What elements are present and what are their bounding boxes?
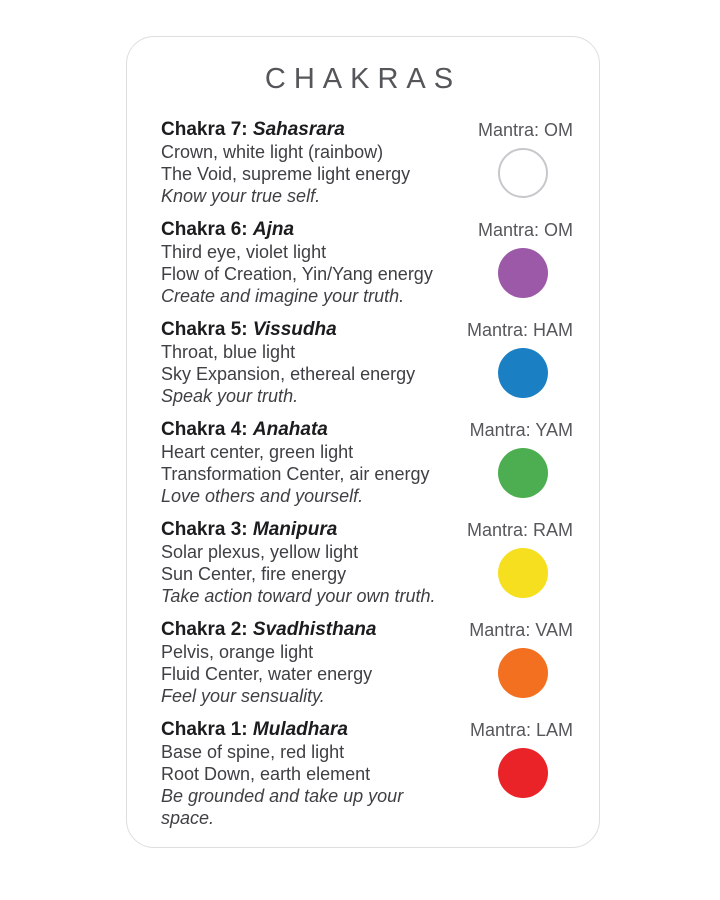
chakra-text-block: Chakra 7: Sahasrara Crown, white light (… (161, 119, 451, 207)
chakra-section-5: Chakra 5: Vissudha Throat, blue light Sk… (161, 319, 573, 407)
mantra-label: Mantra: OM (477, 120, 573, 140)
chakra-text-block: Chakra 5: Vissudha Throat, blue light Sk… (161, 319, 451, 407)
chakra-line: Third eye, violet light (161, 242, 327, 262)
mantra-label: Mantra: VAM (469, 620, 573, 640)
mantra-label: Mantra: HAM (466, 320, 573, 340)
chakra-section-1: Chakra 1: Muladhara Base of spine, red l… (161, 719, 573, 829)
chakra-name: Sahasrara (252, 119, 345, 140)
chakra-color-circle (498, 648, 548, 698)
chakra-color-circle (498, 148, 548, 198)
chakra-side-block: Mantra: OM (451, 119, 573, 198)
chakras-card: CHAKRAS Chakra 7: Sahasrara Crown, white… (126, 36, 600, 848)
chakra-line: Sun Center, fire energy (161, 564, 347, 584)
chakra-text-block: Chakra 1: Muladhara Base of spine, red l… (161, 719, 451, 829)
chakra-label: Chakra 3: (161, 519, 248, 540)
chakra-heading: Chakra 5: Vissudha (161, 319, 451, 341)
chakra-section-7: Chakra 7: Sahasrara Crown, white light (… (161, 119, 573, 207)
chakra-section-3: Chakra 3: Manipura Solar plexus, yellow … (161, 519, 573, 607)
chakra-color-circle (498, 348, 548, 398)
chakra-side-block: Mantra: RAM (451, 519, 573, 598)
chakra-side-block: Mantra: HAM (451, 319, 573, 398)
mantra-label: Mantra: LAM (469, 720, 573, 740)
chakra-heading: Chakra 6: Ajna (161, 219, 451, 241)
chakra-line: Heart center, green light (161, 442, 354, 462)
chakra-side-block: Mantra: OM (451, 219, 573, 298)
chakra-line: Fluid Center, water energy (161, 664, 373, 684)
chakra-heading: Chakra 4: Anahata (161, 419, 451, 441)
chakra-section-4: Chakra 4: Anahata Heart center, green li… (161, 419, 573, 507)
chakra-affirmation: Take action toward your own truth. (161, 586, 436, 606)
chakra-color-circle (498, 448, 548, 498)
chakra-affirmation: Speak your truth. (161, 386, 299, 406)
chakra-affirmation: Create and imagine your truth. (161, 286, 405, 306)
chakra-line: The Void, supreme light energy (161, 164, 411, 184)
chakra-text-block: Chakra 6: Ajna Third eye, violet light F… (161, 219, 451, 307)
chakra-line: Throat, blue light (161, 342, 296, 362)
chakra-affirmation: Feel your sensuality. (161, 686, 325, 706)
chakra-heading: Chakra 1: Muladhara (161, 719, 451, 741)
chakra-label: Chakra 2: (161, 619, 248, 640)
chakra-color-circle (498, 548, 548, 598)
mantra-label: Mantra: YAM (469, 420, 573, 440)
chakra-label: Chakra 4: (161, 419, 248, 440)
chakra-line: Crown, white light (rainbow) (161, 142, 384, 162)
chakra-name: Vissudha (252, 319, 337, 340)
chakra-name: Muladhara (252, 719, 348, 740)
chakra-heading: Chakra 2: Svadhisthana (161, 619, 451, 641)
chakra-line: Root Down, earth element (161, 764, 371, 784)
chakra-side-block: Mantra: LAM (451, 719, 573, 798)
chakra-heading: Chakra 7: Sahasrara (161, 119, 451, 141)
chakra-label: Chakra 6: (161, 219, 248, 240)
chakra-affirmation: Be grounded and take up your space. (161, 786, 404, 828)
chakra-side-block: Mantra: VAM (451, 619, 573, 698)
chakra-text-block: Chakra 3: Manipura Solar plexus, yellow … (161, 519, 451, 607)
chakra-text-block: Chakra 4: Anahata Heart center, green li… (161, 419, 451, 507)
chakra-heading: Chakra 3: Manipura (161, 519, 451, 541)
chakra-affirmation: Know your true self. (161, 186, 321, 206)
chakra-section-2: Chakra 2: Svadhisthana Pelvis, orange li… (161, 619, 573, 707)
chakra-color-circle (498, 748, 548, 798)
chakra-text-block: Chakra 2: Svadhisthana Pelvis, orange li… (161, 619, 451, 707)
chakra-name: Svadhisthana (252, 619, 377, 640)
chakra-label: Chakra 5: (161, 319, 248, 340)
chakra-label: Chakra 1: (161, 719, 248, 740)
chakra-line: Pelvis, orange light (161, 642, 314, 662)
mantra-label: Mantra: OM (477, 220, 573, 240)
chakra-list: Chakra 7: Sahasrara Crown, white light (… (161, 119, 573, 841)
chakra-label: Chakra 7: (161, 119, 248, 140)
chakra-line: Transformation Center, air energy (161, 464, 430, 484)
mantra-label: Mantra: RAM (466, 520, 573, 540)
chakra-line: Solar plexus, yellow light (161, 542, 359, 562)
chakra-name: Ajna (252, 219, 295, 240)
chakra-name: Anahata (252, 419, 328, 440)
chakra-line: Flow of Creation, Yin/Yang energy (161, 264, 433, 284)
page-title: CHAKRAS (264, 63, 462, 95)
chakra-affirmation: Love others and yourself. (161, 486, 364, 506)
chakra-color-circle (498, 248, 548, 298)
chakra-name: Manipura (252, 519, 338, 540)
chakra-section-6: Chakra 6: Ajna Third eye, violet light F… (161, 219, 573, 307)
chakra-line: Sky Expansion, ethereal energy (161, 364, 416, 384)
chakra-side-block: Mantra: YAM (451, 419, 573, 498)
chakra-line: Base of spine, red light (161, 742, 345, 762)
